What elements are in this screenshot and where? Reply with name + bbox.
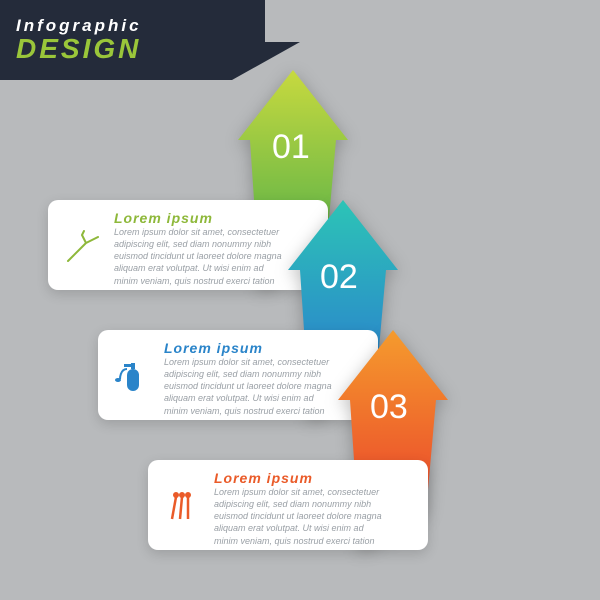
card-title: Lorem ipsum xyxy=(114,210,284,226)
card-text: Lorem ipsumLorem ipsum dolor sit amet, c… xyxy=(214,470,384,547)
card-body: Lorem ipsum dolor sit amet, consectetuer… xyxy=(164,356,334,417)
fire-extinguisher-icon xyxy=(108,351,156,399)
header: InfographicDESIGN xyxy=(16,16,142,61)
header-title-bottom: DESIGN xyxy=(16,36,142,61)
matches-icon xyxy=(158,481,206,529)
card-title: Lorem ipsum xyxy=(214,470,384,486)
card-body: Lorem ipsum dolor sit amet, consectetuer… xyxy=(114,226,284,287)
fork-icon xyxy=(58,221,106,269)
card-text: Lorem ipsumLorem ipsum dolor sit amet, c… xyxy=(164,340,334,417)
infographic-stage: InfographicDESIGNLorem ipsumLorem ipsum … xyxy=(0,0,600,600)
card-title: Lorem ipsum xyxy=(164,340,334,356)
card-text: Lorem ipsumLorem ipsum dolor sit amet, c… xyxy=(114,210,284,287)
card-body: Lorem ipsum dolor sit amet, consectetuer… xyxy=(214,486,384,547)
